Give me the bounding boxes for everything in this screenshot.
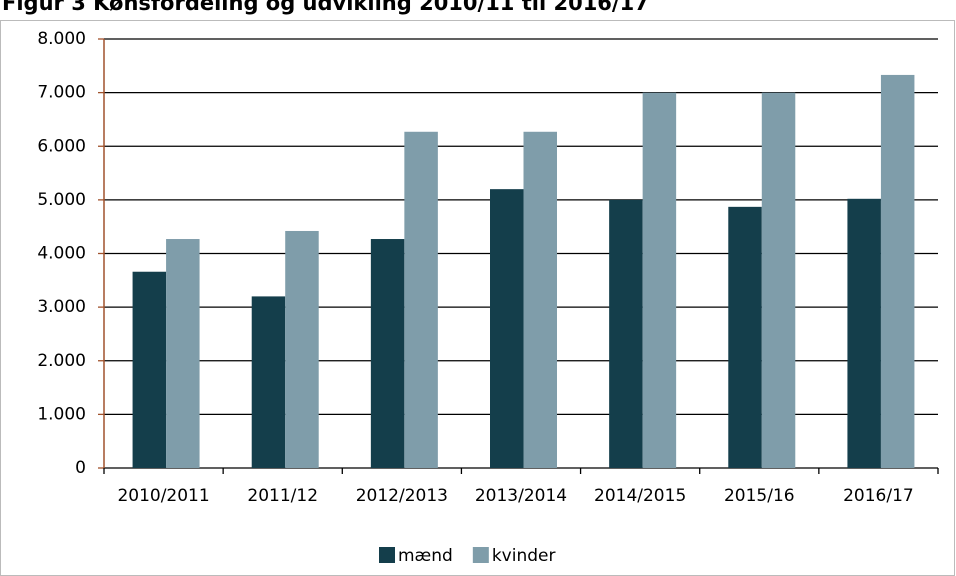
bar xyxy=(761,92,796,468)
bar xyxy=(370,239,405,468)
bar xyxy=(285,230,319,468)
y-tick-label: 4.000 xyxy=(37,244,86,264)
x-tick-label: 2011/12 xyxy=(247,486,318,506)
legend-swatch xyxy=(379,547,395,563)
bar xyxy=(880,74,915,469)
legend-label: mænd xyxy=(398,546,453,566)
bar xyxy=(490,189,524,468)
y-tick-label: 8.000 xyxy=(37,29,86,49)
bar xyxy=(642,92,677,468)
x-tick-label: 2010/2011 xyxy=(117,486,209,506)
bar xyxy=(523,131,557,469)
y-tick-label: 6.000 xyxy=(37,136,86,156)
bar xyxy=(404,131,438,469)
x-tick-label: 2015/16 xyxy=(724,486,795,506)
y-tick-label: 2.000 xyxy=(37,351,86,371)
y-tick-label: 1.000 xyxy=(37,404,86,424)
y-tick-label: 3.000 xyxy=(37,297,86,317)
bar xyxy=(251,296,286,468)
legend-swatch xyxy=(472,547,489,563)
x-tick-label: 2016/17 xyxy=(843,486,914,506)
y-tick-label: 7.000 xyxy=(37,83,86,103)
y-tick-label: 0 xyxy=(75,458,86,478)
bar xyxy=(609,199,643,468)
x-tick-label: 2013/2014 xyxy=(475,486,567,506)
x-tick-label: 2014/2015 xyxy=(594,486,686,506)
legend-label: kvinder xyxy=(492,546,556,566)
bar xyxy=(132,271,167,468)
bar xyxy=(728,206,762,468)
y-tick-label: 5.000 xyxy=(37,190,86,210)
x-tick-label: 2012/2013 xyxy=(356,486,448,506)
bar xyxy=(847,198,881,469)
chart-title: Figur 3 Kønsfordeling og udvikling 2010/… xyxy=(2,0,649,15)
bar xyxy=(166,239,200,468)
